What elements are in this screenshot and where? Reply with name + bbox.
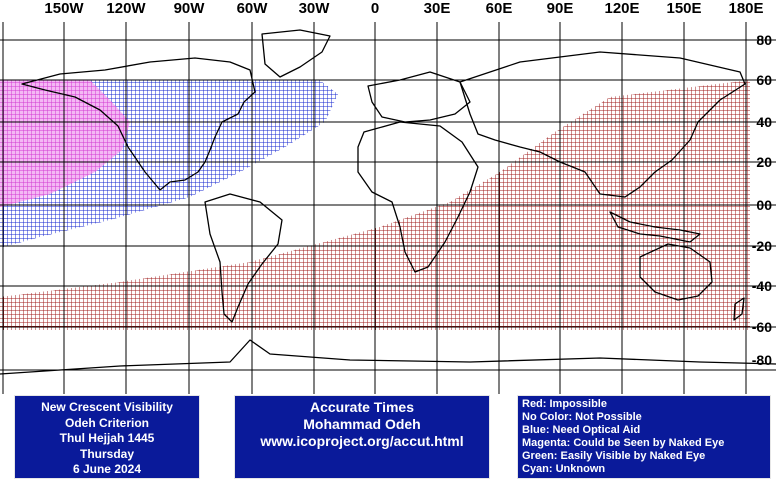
greenland-coast bbox=[261, 29, 331, 78]
graticule bbox=[0, 22, 776, 394]
zone-impossible bbox=[0, 80, 750, 330]
lon-label: 30W bbox=[298, 0, 330, 17]
africa-coast bbox=[357, 121, 479, 273]
north-america-coast bbox=[21, 57, 256, 191]
antarctica-coast bbox=[0, 339, 776, 375]
lat-label: -40 bbox=[752, 278, 772, 294]
lon-label: 180E bbox=[728, 0, 764, 17]
lat-label: -60 bbox=[752, 319, 772, 335]
zone-naked-eye bbox=[0, 80, 130, 207]
lat-label: 60 bbox=[756, 72, 772, 88]
new-zealand-coast bbox=[733, 297, 745, 321]
world-map: 80 60 40 20 00 -20 -40 -60 -80 bbox=[0, 22, 776, 394]
lat-label: -80 bbox=[752, 352, 772, 368]
credit-author: Mohammad Odeh bbox=[303, 416, 421, 432]
south-america-coast bbox=[204, 193, 283, 323]
criterion-line: Odeh Criterion bbox=[64, 415, 149, 430]
info-panel: New Crescent Visibility Odeh Criterion T… bbox=[14, 395, 200, 479]
lat-label: -20 bbox=[752, 238, 772, 254]
latitude-axis: 80 60 40 20 00 -20 -40 -60 -80 bbox=[752, 32, 772, 368]
month-line: Thul Hejjah 1445 bbox=[59, 431, 155, 446]
lon-label: 30E bbox=[423, 0, 451, 17]
lat-label: 80 bbox=[756, 32, 772, 48]
lon-label: 150W bbox=[44, 0, 84, 17]
lon-label: 60E bbox=[485, 0, 513, 17]
legend-item-none: No Color: Not Possible bbox=[522, 411, 642, 423]
credit-title: Accurate Times bbox=[309, 399, 414, 415]
legend-item-cyan: Cyan: Unknown bbox=[522, 463, 606, 475]
australia-coast bbox=[639, 243, 713, 301]
lon-label: 0 bbox=[370, 0, 380, 17]
legend-item-green: Green: Easily Visible by Naked Eye bbox=[522, 450, 706, 462]
asia-coast bbox=[459, 51, 746, 198]
legend-item-blue: Blue: Need Optical Aid bbox=[522, 424, 641, 436]
coastlines bbox=[0, 29, 776, 375]
credit-url: www.icoproject.org/accut.html bbox=[260, 433, 464, 449]
credit-panel: Accurate Times Mohammad Odeh www.icoproj… bbox=[234, 395, 490, 479]
title-line: New Crescent Visibility bbox=[41, 400, 173, 414]
europe-coast bbox=[367, 71, 471, 123]
lon-label: 60W bbox=[236, 0, 268, 17]
legend-item-red: Red: Impossible bbox=[522, 398, 607, 410]
lon-label: 150E bbox=[666, 0, 702, 17]
indonesia-coast bbox=[609, 211, 701, 243]
lat-label: 40 bbox=[756, 114, 772, 130]
lon-label: 120W bbox=[106, 0, 146, 17]
lon-label: 120E bbox=[604, 0, 640, 17]
lat-label: 00 bbox=[756, 197, 772, 213]
legend-item-magenta: Magenta: Could be Seen by Naked Eye bbox=[522, 437, 725, 449]
lon-label: 90E bbox=[546, 0, 574, 17]
legend-panel: Red: Impossible No Color: Not Possible B… bbox=[517, 395, 771, 479]
lon-label: 90W bbox=[173, 0, 205, 17]
date-line: 6 June 2024 bbox=[72, 462, 142, 477]
lat-label: 20 bbox=[756, 154, 772, 170]
weekday-line: Thursday bbox=[79, 446, 134, 461]
longitude-axis: 150W 120W 90W 60W 30W 0 30E 60E 90E 120E… bbox=[0, 0, 776, 22]
